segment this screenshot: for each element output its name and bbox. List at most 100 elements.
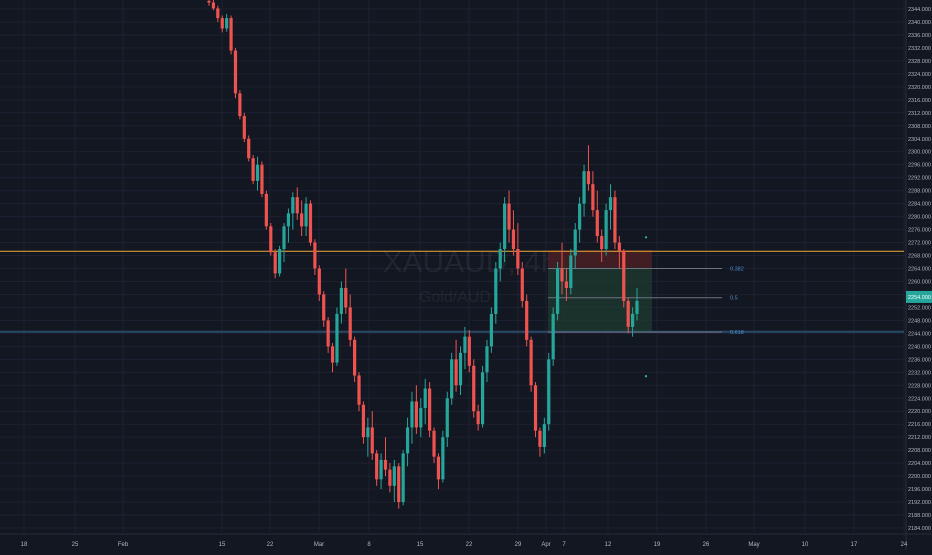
price-axis-label: 2244.000 <box>908 331 931 337</box>
fib-level-label: 0.5 <box>730 296 738 302</box>
price-axis-label: 2344.000 <box>908 7 931 13</box>
candle-body <box>375 453 379 480</box>
candle-body <box>405 427 410 454</box>
marker-dot <box>644 374 648 378</box>
time-axis-label: Mar <box>314 542 324 548</box>
price-axis-label: 2300.000 <box>908 150 931 156</box>
candle-body <box>300 213 304 227</box>
candle-body <box>454 359 458 386</box>
time-axis-label: 17 <box>851 542 858 548</box>
candle-body <box>238 93 242 117</box>
price-axis-label: 2192.000 <box>908 500 931 506</box>
price-axis-label: 2292.000 <box>908 176 931 182</box>
price-axis-label: 2212.000 <box>908 435 931 441</box>
time-axis-label: 24 <box>901 542 908 548</box>
candle-body <box>255 164 260 181</box>
candle-body <box>551 313 555 360</box>
price-axis-label: 2228.000 <box>908 383 931 389</box>
candle-body <box>322 294 326 321</box>
price-axis-label: 2320.000 <box>908 85 931 91</box>
candle-body <box>476 411 480 425</box>
price-axis-label: 2312.000 <box>908 111 931 117</box>
candle-body <box>560 268 564 282</box>
candle-body <box>423 388 427 408</box>
candle-body <box>489 313 493 347</box>
price-axis-label: 2240.000 <box>908 344 931 350</box>
price-axis-label: 2288.000 <box>908 189 931 195</box>
candle-body <box>503 203 507 250</box>
time-axis[interactable]: 18 25 Feb 15 22 Mar 8 15 22 29 Apr 7 12 19 26 May 10 17 24 <box>0 533 932 548</box>
candle-body <box>220 18 224 29</box>
price-axis-label: 2204.000 <box>908 461 931 467</box>
price-axis-label: 2224.000 <box>908 396 931 402</box>
time-axis-label: 12 <box>605 542 612 548</box>
candle-body <box>383 459 388 470</box>
price-axis-label: 2260.000 <box>908 279 931 285</box>
candle-body <box>569 255 573 288</box>
time-axis-label: Apr <box>541 542 550 548</box>
candle-body <box>630 313 635 327</box>
candle-body <box>555 268 560 314</box>
price-axis-label: 2196.000 <box>908 487 931 493</box>
candle-body <box>467 336 471 366</box>
time-axis-label: May <box>748 542 759 548</box>
price-axis-label: 2200.000 <box>908 474 931 480</box>
candle-body <box>613 197 617 243</box>
price-axis-label: 2316.000 <box>908 98 931 104</box>
candle-body <box>335 313 339 363</box>
candle-body <box>591 184 595 211</box>
candle-body <box>260 164 264 194</box>
candle-body <box>472 365 476 412</box>
candle-body <box>269 226 273 253</box>
price-axis-label: 2332.000 <box>908 46 931 52</box>
candle-body <box>564 281 569 288</box>
time-axis-label: 10 <box>802 542 809 548</box>
candle-body <box>463 336 467 353</box>
candle-body <box>441 437 445 480</box>
time-axis-label: 19 <box>654 542 661 548</box>
candle-body <box>578 203 582 230</box>
candle-body <box>511 229 516 250</box>
price-axis[interactable]: 2344.000 2340.000 2336.000 2332.000 2328.000… <box>905 0 932 550</box>
candle-body <box>339 287 343 314</box>
candle-body <box>357 375 361 405</box>
candles <box>207 0 639 509</box>
price-axis-label: 2208.000 <box>908 448 931 454</box>
price-axis-label: 2248.000 <box>908 318 931 324</box>
time-axis-label: Feb <box>118 542 129 548</box>
candle-body <box>617 242 621 251</box>
candle-body <box>251 158 255 181</box>
candle-body <box>507 203 511 230</box>
time-axis-label: 26 <box>703 542 710 548</box>
candle-body <box>498 249 502 269</box>
candle-body <box>247 138 251 159</box>
candle-body <box>317 268 321 295</box>
fibonacci-levels[interactable]: 0.382 0.5 0.618 <box>548 267 744 337</box>
price-axis-label: 2328.000 <box>908 59 931 65</box>
candle-body <box>586 171 591 185</box>
candle-body <box>330 346 335 363</box>
candle-body <box>308 203 313 243</box>
candle-body <box>608 197 613 211</box>
candle-body <box>604 210 608 250</box>
horizontal-lines[interactable] <box>0 250 904 333</box>
price-axis-label: 2252.000 <box>908 305 931 311</box>
candle-body <box>538 430 542 447</box>
candle-body <box>388 469 392 486</box>
candle-body <box>291 197 295 214</box>
price-axis-label: 2296.000 <box>908 163 931 169</box>
candle-body <box>595 210 599 237</box>
candle-body <box>458 352 463 386</box>
candle-body <box>313 242 317 269</box>
candle-body <box>485 346 489 373</box>
candle-body <box>494 268 498 314</box>
time-axis-label: 25 <box>72 542 79 548</box>
fib-level-label: 0.382 <box>730 267 744 273</box>
price-axis-label: 2232.000 <box>908 370 931 376</box>
candle-body <box>428 388 432 431</box>
candle-body <box>348 307 352 340</box>
candle-body <box>282 226 286 250</box>
